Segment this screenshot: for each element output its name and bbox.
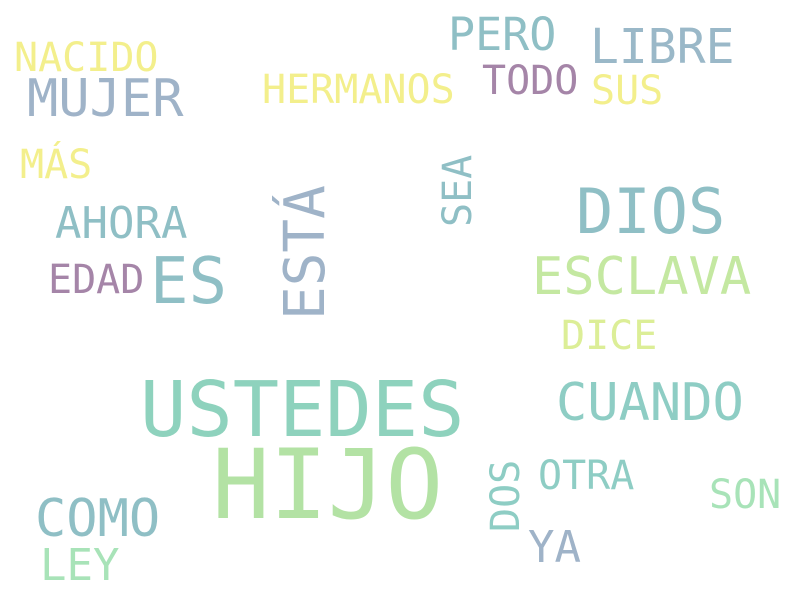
word-otra: OTRA [538, 453, 635, 499]
word-son: SON [709, 472, 782, 518]
word-sea: SEA [435, 154, 481, 227]
word-ley: LEY [40, 540, 120, 591]
word-mas: MÁS [20, 142, 93, 188]
word-todo: TODO [482, 58, 579, 104]
word-edad: EDAD [48, 257, 145, 303]
word-dios: DIOS [576, 175, 726, 248]
word-dos: DOS [483, 459, 529, 532]
word-como: COMO [35, 489, 161, 549]
word-nacido: NACIDO [14, 35, 159, 81]
word-libre: LIBRE [590, 19, 735, 75]
word-ahora: AHORA [55, 198, 188, 249]
word-mujer: MUJER [27, 69, 184, 129]
word-esta: ESTÁ [273, 185, 338, 320]
word-es: ES [150, 245, 228, 319]
word-pero: PERO [448, 8, 557, 61]
word-dice: DICE [561, 313, 658, 359]
word-cuando: CUANDO [556, 373, 744, 433]
word-ya: YA [528, 522, 581, 573]
word-hermanos: HERMANOS [262, 67, 455, 113]
word-hijo: HIJO [212, 429, 444, 541]
word-ustedes: USTEDES [140, 366, 465, 455]
word-esclava: ESCLAVA [532, 247, 752, 307]
word-sus: SUS [591, 68, 664, 114]
